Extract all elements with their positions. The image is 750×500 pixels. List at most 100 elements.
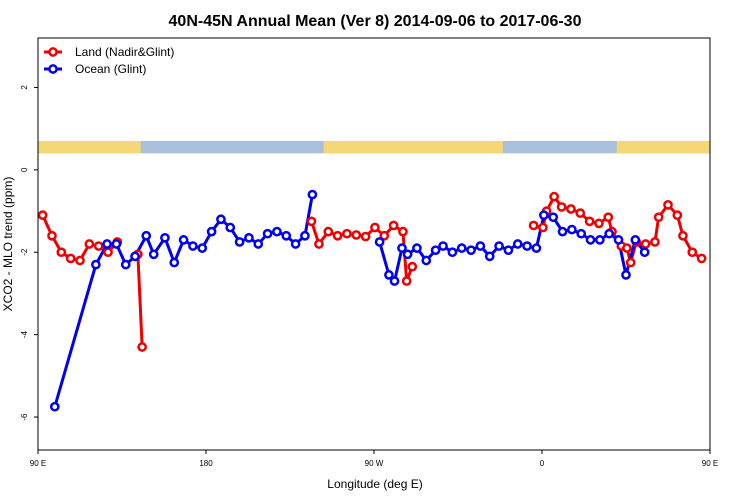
y-tick-label: 2 [20,85,29,90]
data-point [272,226,282,237]
data-point [466,245,476,256]
data-point [503,245,514,256]
data-point [447,247,458,258]
data-point [663,200,673,210]
data-point [188,241,198,251]
data-point [538,222,548,233]
data-point [687,247,698,258]
data-point [75,255,85,266]
y-axis-ticks: 2 0 -2 -4 -6 [20,85,38,421]
strip-land [616,141,710,154]
data-point [566,204,576,214]
data-point [91,259,101,270]
data-point [102,239,112,249]
data-point [137,342,148,352]
x-axis-label: Longitude (deg E) [327,477,422,491]
data-point [584,216,595,227]
chart-title: 40N-45N Annual Mean (Ver 8) 2014-09-06 t… [169,13,582,30]
legend-land-label: Land (Nadir&Glint) [75,45,174,59]
data-point [84,239,95,249]
data-point [130,251,140,262]
data-point [323,226,334,237]
y-tick-label: -2 [20,248,29,256]
legend-ocean-label: Ocean (Glint) [75,62,146,76]
data-point [379,230,390,241]
series-points [37,189,707,412]
data-point [622,243,632,253]
data-point [576,228,587,239]
data-point [262,228,273,239]
data-point [494,241,504,251]
data-point [407,261,418,272]
data-point [528,220,539,231]
data-point [216,214,226,225]
data-point [148,249,159,260]
data-point [307,189,318,200]
data-point [206,226,217,237]
data-point [234,237,245,247]
data-point [575,208,586,218]
data-point [522,241,532,251]
data-point [430,245,441,256]
data-point [253,239,264,249]
data-point [360,231,371,242]
x-tick-label: 0 [540,459,545,468]
data-point [160,232,170,243]
data-point [178,235,189,245]
data-point [103,247,113,258]
data-point [456,243,467,253]
data-point [93,241,104,251]
data-point [169,257,180,268]
data-point [401,276,412,286]
land-ocean-strip [38,141,710,154]
data-point [585,235,596,245]
y-tick-label: 0 [20,167,29,172]
data-point [625,257,636,268]
data-point [567,224,577,235]
data-point [640,239,651,249]
data-point [141,230,152,241]
series-line-0 [136,254,144,348]
data-point [290,239,301,249]
data-point [398,226,408,237]
data-point [244,232,254,243]
legend: Land (Nadir&Glint) Ocean (Glint) [44,45,174,76]
data-point [548,212,559,223]
data-point [49,401,60,412]
data-point [412,243,422,253]
data-point [120,259,131,270]
x-tick-label: 90 E [702,459,718,468]
data-point [653,212,664,223]
x-tick-label: 90 E [30,459,46,468]
data-point [539,210,549,221]
data-point [388,220,399,231]
data-point [306,216,317,227]
data-point [613,235,624,245]
data-point [696,253,707,264]
data-point [389,276,400,286]
data-point [421,255,432,266]
data-point [475,241,486,251]
strip-land [38,141,141,154]
data-point [556,202,567,212]
data-point [650,237,660,247]
strip-land [323,141,503,154]
data-point [342,228,352,239]
legend-ocean-marker [48,64,58,74]
y-axis-label: XCO2 - MLO trend (ppm) [1,177,15,312]
data-point [438,241,448,251]
data-point [351,230,362,240]
data-point [603,212,614,223]
data-point [225,222,236,233]
data-point [402,249,413,260]
data-point [672,210,683,221]
data-point [370,222,380,233]
data-point [314,239,324,249]
y-tick-label: -6 [20,413,29,421]
data-point [37,210,48,221]
data-point [531,243,542,253]
x-tick-label: 90 W [365,459,384,468]
data-point [47,230,57,241]
data-point [595,235,605,245]
